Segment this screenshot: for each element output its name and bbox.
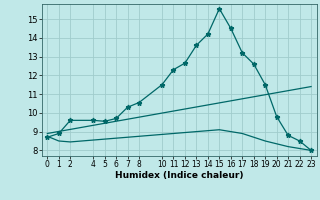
X-axis label: Humidex (Indice chaleur): Humidex (Indice chaleur) [115,171,244,180]
